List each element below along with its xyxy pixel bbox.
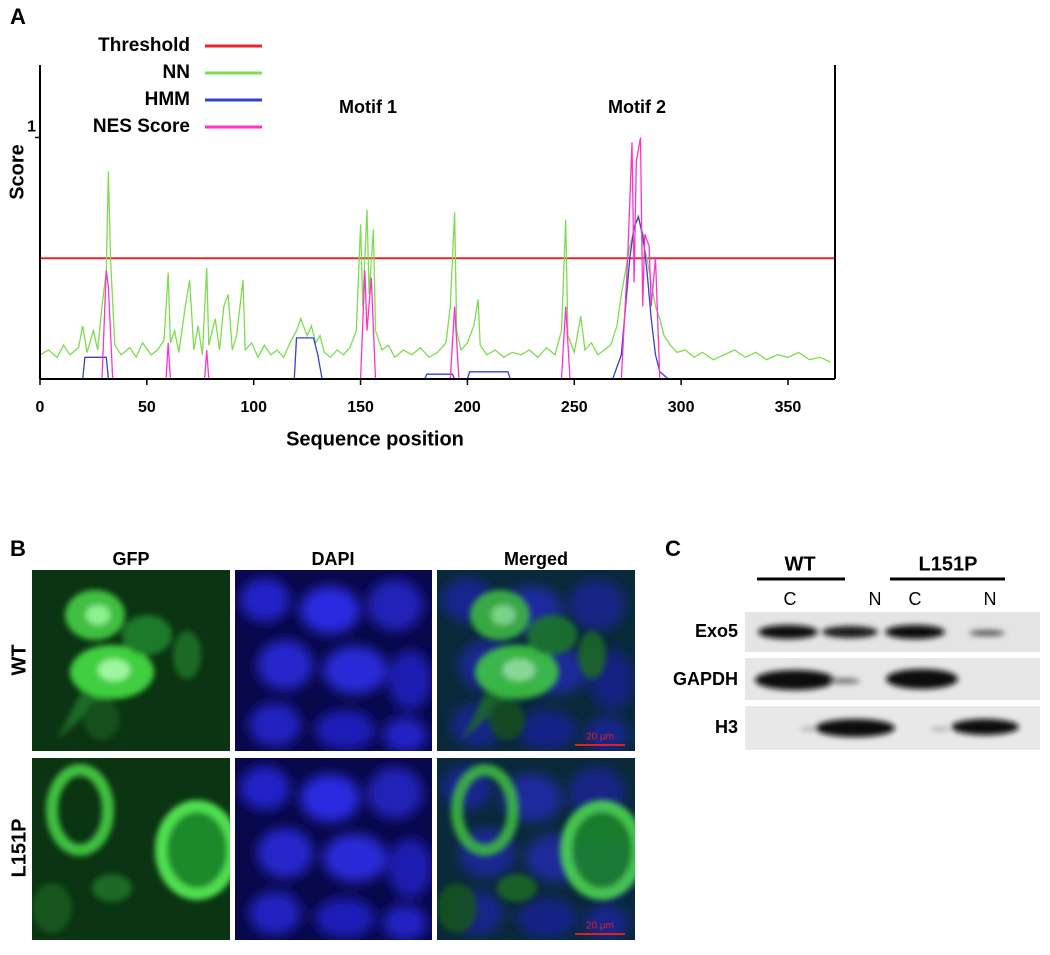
lane-label: N xyxy=(869,589,882,609)
x-tick-label: 100 xyxy=(240,399,267,416)
image-dapi-wt xyxy=(235,570,432,751)
row-label: GAPDH xyxy=(673,669,738,689)
annotation: Motif 2 xyxy=(608,97,666,117)
y-tick-label: 1 xyxy=(27,119,36,136)
x-tick-label: 50 xyxy=(138,399,156,416)
legend-label: HMM xyxy=(145,89,190,110)
column-header: GFP xyxy=(112,549,149,569)
panel-label: C xyxy=(665,536,681,561)
series-line xyxy=(82,215,669,380)
x-tick-label: 150 xyxy=(347,399,374,416)
bands xyxy=(755,625,1019,737)
lane-label: C xyxy=(909,589,922,609)
group-label: WT xyxy=(784,553,815,575)
x-tick-label: 300 xyxy=(668,399,695,416)
lane-label: N xyxy=(984,589,997,609)
scale-bar-label: 20 µm xyxy=(586,921,614,932)
image-dapi-l151p xyxy=(235,758,432,940)
row-label: L151P xyxy=(8,819,30,878)
image-gfp-wt xyxy=(32,570,230,751)
x-tick-label: 350 xyxy=(775,399,802,416)
scale-bar-label: 20 µm xyxy=(586,732,614,743)
x-axis-title: Sequence position xyxy=(286,428,464,450)
row-label: WT xyxy=(8,644,30,675)
x-tick-label: 0 xyxy=(36,399,45,416)
image-merged-l151p xyxy=(437,758,635,940)
panel-label: B xyxy=(10,536,26,561)
lane-label: C xyxy=(784,589,797,609)
group-label: L151P xyxy=(919,553,978,575)
panel-label: A xyxy=(10,4,26,29)
image-merged-wt xyxy=(437,570,635,751)
legend-label: NN xyxy=(163,62,190,83)
row-label: H3 xyxy=(715,717,738,737)
series-line xyxy=(39,171,831,363)
legend-label: NES Score xyxy=(93,116,190,137)
annotation: Motif 1 xyxy=(339,97,397,117)
x-tick-label: 250 xyxy=(561,399,588,416)
legend-label: Threshold xyxy=(98,35,190,56)
series-line xyxy=(101,137,661,380)
y-axis-title: Score xyxy=(6,144,28,200)
western-blot: WT L151P C N C N Exo5 GAPDH H3 xyxy=(673,553,1040,750)
chart: Sequence position Score Motif 1 Motif 2 … xyxy=(6,35,836,450)
image-gfp-l151p xyxy=(32,758,230,940)
x-tick-label: 200 xyxy=(454,399,481,416)
column-header: Merged xyxy=(504,549,568,569)
column-header: DAPI xyxy=(311,549,354,569)
micrograph-panel: GFP DAPI Merged WT L151P 20 µm 20 µm xyxy=(8,549,635,940)
row-label: Exo5 xyxy=(695,621,738,641)
